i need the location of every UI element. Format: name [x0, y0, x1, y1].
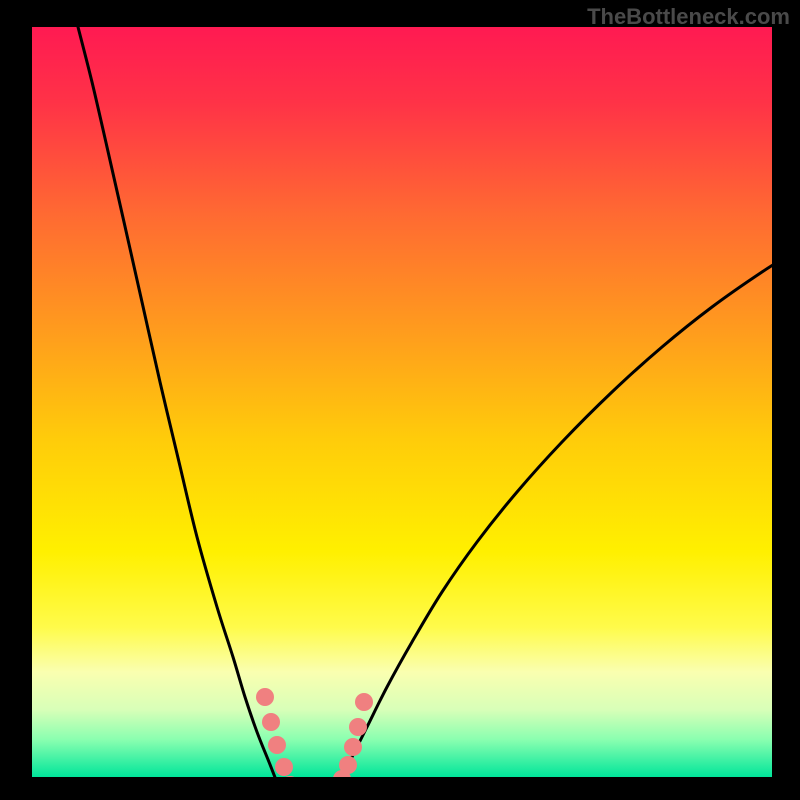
data-marker: [355, 693, 373, 711]
attribution-label: TheBottleneck.com: [587, 4, 790, 30]
data-marker: [268, 736, 286, 754]
data-marker: [349, 718, 367, 736]
left-curve: [78, 27, 285, 777]
curve-overlay: [32, 27, 772, 777]
plot-area: [32, 27, 772, 777]
marker-group: [256, 688, 373, 777]
data-marker: [275, 758, 293, 776]
data-marker: [262, 713, 280, 731]
data-marker: [256, 688, 274, 706]
right-curve: [332, 247, 772, 777]
data-marker: [344, 738, 362, 756]
chart-container: TheBottleneck.com: [0, 0, 800, 800]
data-marker: [339, 756, 357, 774]
data-marker: [281, 776, 299, 777]
